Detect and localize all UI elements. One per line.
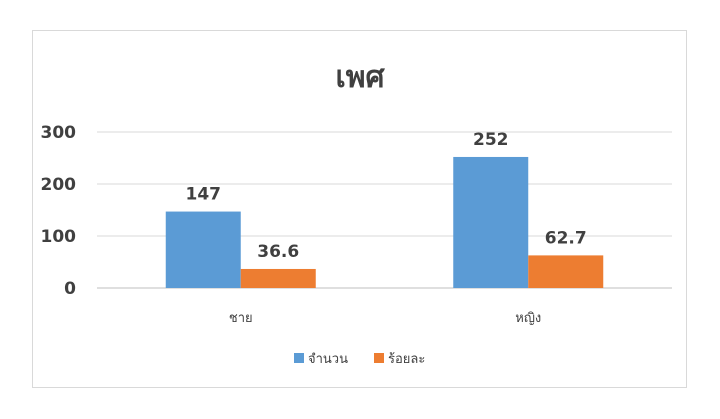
bar-1-0 xyxy=(453,156,529,288)
data-label: 147 xyxy=(186,185,222,205)
y-tick-label: 0 xyxy=(64,279,76,299)
bar-0-0 xyxy=(165,211,241,288)
legend-label: ร้อยละ xyxy=(388,352,425,367)
data-label: 252 xyxy=(473,130,509,150)
data-labels: 147 36.6 252 62.7 xyxy=(186,130,587,262)
legend-label: จำนวน xyxy=(308,352,348,367)
data-label: 36.6 xyxy=(257,242,299,262)
bar-1-1 xyxy=(528,255,604,288)
y-tick-label: 300 xyxy=(41,123,77,143)
x-tick-label: ชาย xyxy=(229,311,253,326)
y-tick-label: 100 xyxy=(41,227,77,247)
legend: จำนวน ร้อยละ xyxy=(294,352,425,367)
legend-swatch xyxy=(374,353,384,363)
bars xyxy=(165,156,604,288)
legend-swatch xyxy=(294,353,304,363)
chart-title: เพศ xyxy=(335,60,385,95)
y-tick-label: 200 xyxy=(41,175,77,195)
y-axis-ticks: 0 100 200 300 xyxy=(41,123,77,299)
x-axis-ticks: ชาย หญิง xyxy=(229,311,541,326)
x-tick-label: หญิง xyxy=(515,311,541,326)
chart-frame xyxy=(32,30,687,388)
data-label: 62.7 xyxy=(545,228,587,248)
bar-0-1 xyxy=(240,268,316,288)
